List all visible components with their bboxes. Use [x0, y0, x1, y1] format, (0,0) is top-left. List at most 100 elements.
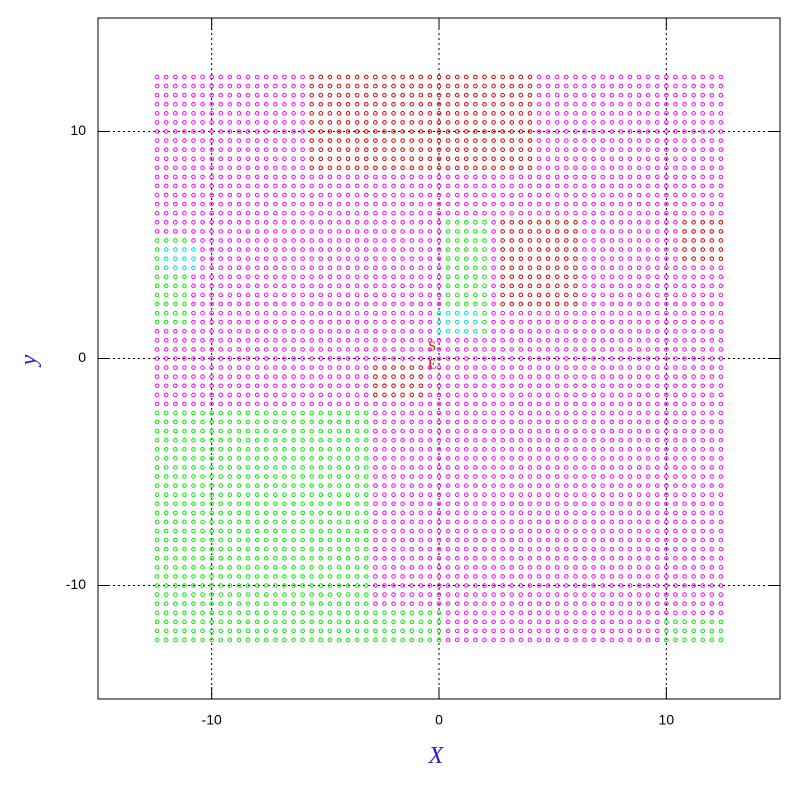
point — [391, 519, 396, 525]
point — [327, 546, 333, 552]
point — [154, 510, 160, 516]
point — [282, 74, 287, 80]
point — [172, 528, 178, 534]
point — [545, 265, 551, 271]
point — [518, 356, 524, 361]
point — [582, 383, 587, 389]
point — [354, 138, 360, 143]
point — [382, 156, 387, 162]
point — [336, 147, 342, 152]
point — [618, 74, 624, 80]
point — [318, 92, 324, 98]
point — [627, 492, 633, 498]
point — [363, 374, 369, 379]
point — [400, 220, 405, 225]
point — [427, 501, 433, 507]
point — [200, 537, 205, 543]
point — [573, 138, 578, 143]
point — [291, 183, 296, 189]
point — [191, 392, 196, 398]
point — [682, 247, 687, 252]
point — [582, 628, 587, 634]
point — [345, 338, 351, 343]
point — [391, 610, 396, 616]
point — [154, 356, 160, 361]
point — [454, 447, 460, 452]
point — [236, 328, 242, 334]
point — [254, 365, 260, 370]
point — [373, 247, 378, 252]
point — [154, 501, 160, 507]
point — [718, 574, 724, 579]
point — [600, 419, 605, 425]
point — [263, 147, 269, 152]
point — [491, 374, 496, 379]
point — [354, 347, 360, 352]
point — [300, 410, 305, 416]
point — [309, 101, 314, 107]
point — [482, 392, 487, 398]
point — [273, 192, 278, 198]
point — [564, 483, 569, 488]
point — [618, 555, 624, 561]
point — [645, 147, 651, 152]
point — [664, 365, 669, 370]
point — [445, 555, 451, 561]
point — [172, 428, 178, 434]
point — [573, 111, 578, 116]
point — [382, 601, 387, 606]
point — [673, 328, 678, 334]
point — [654, 183, 660, 189]
point — [482, 229, 487, 234]
point — [527, 356, 533, 361]
point — [254, 183, 260, 189]
point — [500, 274, 505, 280]
point — [209, 510, 214, 516]
point — [436, 365, 442, 370]
point — [591, 256, 596, 261]
point — [182, 256, 187, 261]
point — [482, 465, 487, 470]
point — [718, 410, 724, 416]
point — [473, 465, 478, 470]
point — [318, 101, 324, 107]
point — [318, 201, 324, 207]
point — [654, 120, 660, 125]
point — [491, 120, 496, 125]
point — [600, 319, 605, 325]
point — [645, 619, 651, 625]
point — [554, 574, 560, 579]
point — [209, 447, 214, 452]
point — [191, 201, 196, 207]
point — [673, 92, 678, 98]
point — [300, 610, 305, 616]
point — [445, 165, 451, 171]
point — [491, 519, 496, 525]
point — [182, 201, 187, 207]
point — [391, 628, 396, 634]
point — [282, 628, 287, 634]
point — [163, 474, 169, 479]
point — [200, 283, 205, 289]
point — [618, 319, 624, 325]
point — [527, 637, 533, 643]
point — [554, 101, 560, 107]
point — [254, 501, 260, 507]
point — [527, 574, 533, 579]
point — [373, 256, 378, 261]
point — [491, 465, 496, 470]
point — [491, 92, 496, 98]
point — [191, 483, 196, 488]
point — [609, 356, 615, 361]
point — [600, 265, 605, 271]
point — [382, 519, 387, 525]
point — [282, 220, 287, 225]
point — [363, 610, 369, 616]
point — [682, 619, 687, 625]
point — [600, 192, 605, 198]
point — [254, 238, 260, 243]
point — [682, 574, 687, 579]
point — [382, 592, 387, 597]
point — [463, 519, 469, 525]
point — [318, 537, 324, 543]
